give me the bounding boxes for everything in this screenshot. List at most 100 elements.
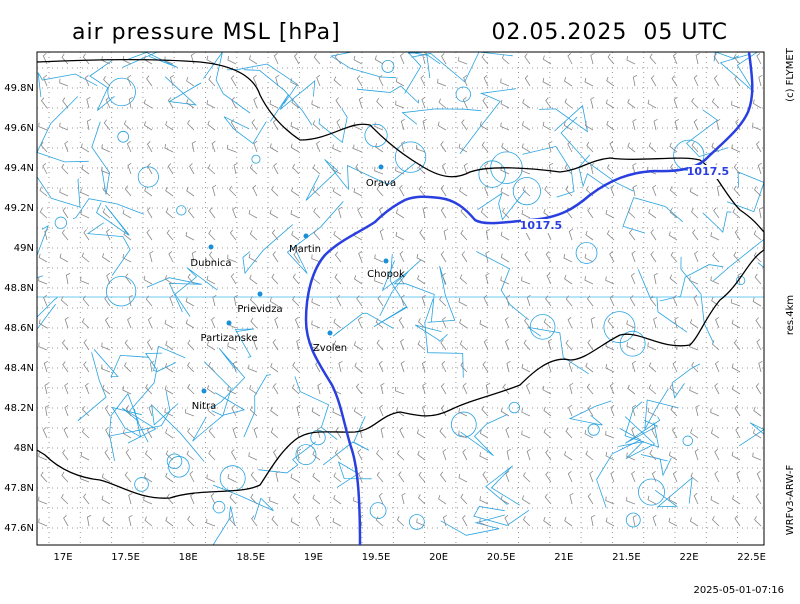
wind-barb bbox=[710, 232, 720, 241]
wind-barb bbox=[212, 294, 217, 307]
wind-barb bbox=[167, 97, 174, 109]
wind-barb bbox=[186, 98, 195, 109]
wind-barb bbox=[713, 207, 720, 219]
wind-barb bbox=[270, 362, 279, 373]
wind-barb bbox=[673, 96, 678, 109]
map-frame bbox=[36, 51, 765, 546]
wind-barb bbox=[39, 208, 48, 219]
city-dot bbox=[208, 244, 214, 250]
wind-barb bbox=[693, 118, 699, 131]
terrain-line bbox=[37, 72, 98, 98]
wind-barb bbox=[422, 119, 427, 131]
wind-barb bbox=[564, 274, 573, 285]
wind-barb bbox=[398, 317, 405, 329]
wind-barb bbox=[145, 384, 153, 395]
isobar-label-bg bbox=[521, 219, 561, 233]
wind-barb bbox=[271, 186, 279, 197]
wind-barb bbox=[105, 228, 111, 241]
wind-barb bbox=[187, 383, 195, 395]
wind-barb bbox=[502, 383, 510, 395]
wind-barb bbox=[212, 184, 217, 197]
wind-barb bbox=[754, 516, 762, 527]
wind-barb bbox=[500, 495, 510, 505]
wind-barb bbox=[102, 253, 111, 263]
terrain-line bbox=[318, 108, 348, 144]
wind-barb bbox=[479, 518, 489, 527]
wind-barb bbox=[375, 516, 384, 527]
wind-barb bbox=[143, 99, 153, 109]
wind-barb bbox=[545, 295, 552, 307]
wind-barb bbox=[249, 230, 258, 241]
wind-barb bbox=[543, 318, 552, 329]
wind-barb bbox=[504, 515, 510, 527]
wind-barb bbox=[605, 430, 615, 439]
wind-barb bbox=[586, 383, 594, 395]
wind-barb bbox=[606, 164, 615, 175]
wind-barb bbox=[653, 273, 658, 285]
lon-label: 20.5E bbox=[487, 552, 516, 563]
wind-barb bbox=[710, 429, 720, 439]
wind-barb bbox=[754, 186, 762, 197]
wind-barb bbox=[231, 405, 237, 417]
wind-barb bbox=[378, 492, 384, 505]
wind-barb bbox=[733, 185, 741, 197]
wind-barb bbox=[185, 231, 195, 241]
wind-barb bbox=[38, 496, 48, 505]
wind-barb bbox=[440, 251, 447, 263]
lat-label: 47.8N bbox=[4, 483, 34, 494]
wind-barb bbox=[652, 514, 657, 527]
wind-barb bbox=[101, 342, 111, 351]
wind-barb bbox=[64, 382, 69, 395]
wind-barb bbox=[485, 229, 491, 241]
wind-barb bbox=[524, 317, 531, 329]
wind-barb bbox=[524, 251, 531, 263]
city-label: Chopok bbox=[367, 269, 405, 280]
wind-barb bbox=[626, 320, 636, 329]
wind-barb bbox=[187, 273, 195, 285]
wind-barb bbox=[209, 207, 216, 219]
wind-barb bbox=[417, 340, 426, 351]
wind-barb bbox=[568, 228, 573, 241]
wind-barb bbox=[227, 254, 237, 263]
wind-barb bbox=[231, 97, 237, 109]
wind-barb bbox=[647, 407, 657, 417]
terrain-ring bbox=[394, 141, 427, 173]
isobar-label-bg bbox=[688, 165, 728, 179]
wind-barb bbox=[396, 450, 405, 461]
terrain-line bbox=[578, 154, 610, 190]
wind-barb bbox=[251, 515, 258, 527]
wind-barb bbox=[269, 143, 279, 153]
wind-barb bbox=[485, 383, 491, 395]
wind-barb bbox=[269, 496, 279, 505]
datetime: 02.05.2025 05 UTC bbox=[491, 20, 728, 45]
wind-barb bbox=[379, 228, 384, 241]
terrain-line bbox=[393, 259, 435, 323]
wind-barb bbox=[164, 275, 174, 285]
wind-barb bbox=[80, 143, 90, 153]
wind-barb bbox=[336, 295, 342, 307]
wind-barb bbox=[691, 141, 699, 153]
wind-barb bbox=[502, 207, 510, 219]
wind-barb bbox=[652, 184, 657, 197]
wind-barb bbox=[755, 493, 762, 505]
wind-barb bbox=[585, 230, 594, 241]
wind-barb bbox=[401, 140, 406, 153]
wind-barb bbox=[358, 96, 363, 109]
wind-barb bbox=[187, 515, 195, 527]
wind-barb bbox=[569, 382, 574, 395]
wind-barb bbox=[334, 273, 342, 285]
wind-barb bbox=[564, 98, 573, 109]
terrain-line bbox=[243, 69, 313, 126]
wind-barb bbox=[712, 516, 720, 527]
wind-barb bbox=[353, 187, 363, 197]
wind-barb bbox=[355, 383, 363, 395]
wind-barb bbox=[374, 254, 384, 263]
wind-barb bbox=[353, 122, 363, 131]
wind-barb bbox=[374, 122, 384, 131]
terrain-ring bbox=[625, 512, 641, 528]
terrain-line bbox=[91, 121, 110, 195]
wind-barb bbox=[458, 430, 468, 439]
wind-barb bbox=[275, 470, 280, 483]
wind-barb bbox=[609, 140, 615, 153]
wind-barb bbox=[605, 276, 615, 285]
